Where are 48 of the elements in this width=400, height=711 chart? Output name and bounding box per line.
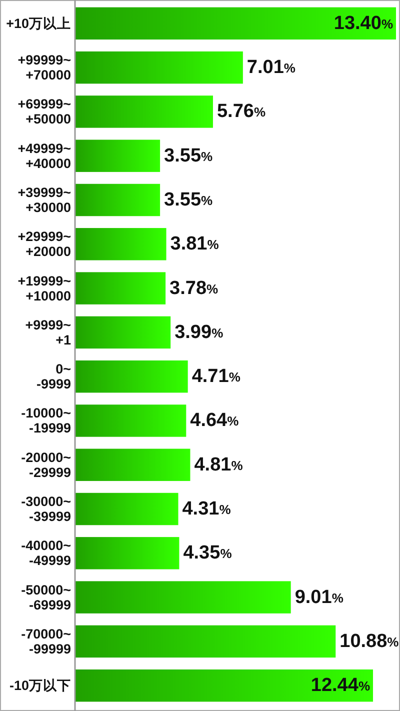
y-tick-label: -70000~ -99999 (21, 626, 72, 656)
y-tick-label: -10万以下 (9, 678, 71, 694)
bar (75, 581, 291, 614)
data-label: 4.71% (192, 366, 241, 388)
y-tick-label: +19999~ +10000 (18, 273, 72, 304)
data-label: 10.88% (340, 630, 400, 652)
data-label: 3.55% (164, 189, 214, 210)
data-label: 13.40% (334, 12, 394, 34)
y-tick-label: 0~ -9999 (36, 362, 72, 392)
bar (75, 184, 160, 216)
bar (75, 448, 190, 481)
data-label: 3.78% (170, 278, 219, 299)
y-tick-label: +10万以上 (6, 16, 71, 31)
y-tick-label: +29999~ +20000 (18, 229, 72, 260)
bar (75, 228, 166, 260)
bar (75, 669, 374, 702)
data-label: 3.55% (164, 145, 214, 166)
bar (75, 272, 166, 304)
bar (75, 316, 171, 349)
bar (75, 51, 243, 84)
data-label: 4.64% (190, 410, 240, 432)
y-tick-label: +39999~ +30000 (18, 184, 72, 215)
bar (75, 537, 180, 570)
y-tick-label: -30000~ -39999 (21, 494, 72, 524)
data-label: 3.99% (174, 322, 224, 343)
y-tick-label: +49999~ +40000 (18, 140, 72, 171)
data-label: 4.81% (194, 454, 244, 476)
bar (75, 360, 188, 393)
data-label: 4.31% (182, 498, 232, 520)
data-label: 5.76% (216, 101, 266, 122)
data-label: 3.81% (170, 234, 220, 255)
bar (75, 625, 336, 658)
y-tick-label: +69999~ +50000 (18, 96, 72, 127)
y-tick-label: -10000~ -19999 (21, 406, 72, 436)
data-label: 9.01% (294, 586, 344, 608)
bar (75, 7, 396, 40)
bar (75, 404, 186, 437)
data-label: 4.35% (183, 542, 232, 564)
y-tick-label: -40000~ -49999 (21, 538, 72, 568)
y-tick-label: +99999~ +70000 (18, 52, 72, 83)
bar (75, 492, 178, 526)
bar (75, 96, 213, 128)
y-tick-label: -20000~ -29999 (21, 450, 72, 480)
data-label: 12.44% (310, 675, 370, 696)
data-label: 7.01% (246, 57, 296, 78)
bar (75, 140, 160, 172)
y-tick-label: -50000~ -69999 (21, 582, 72, 612)
y-tick-label: +9999~ +1 (25, 317, 72, 348)
